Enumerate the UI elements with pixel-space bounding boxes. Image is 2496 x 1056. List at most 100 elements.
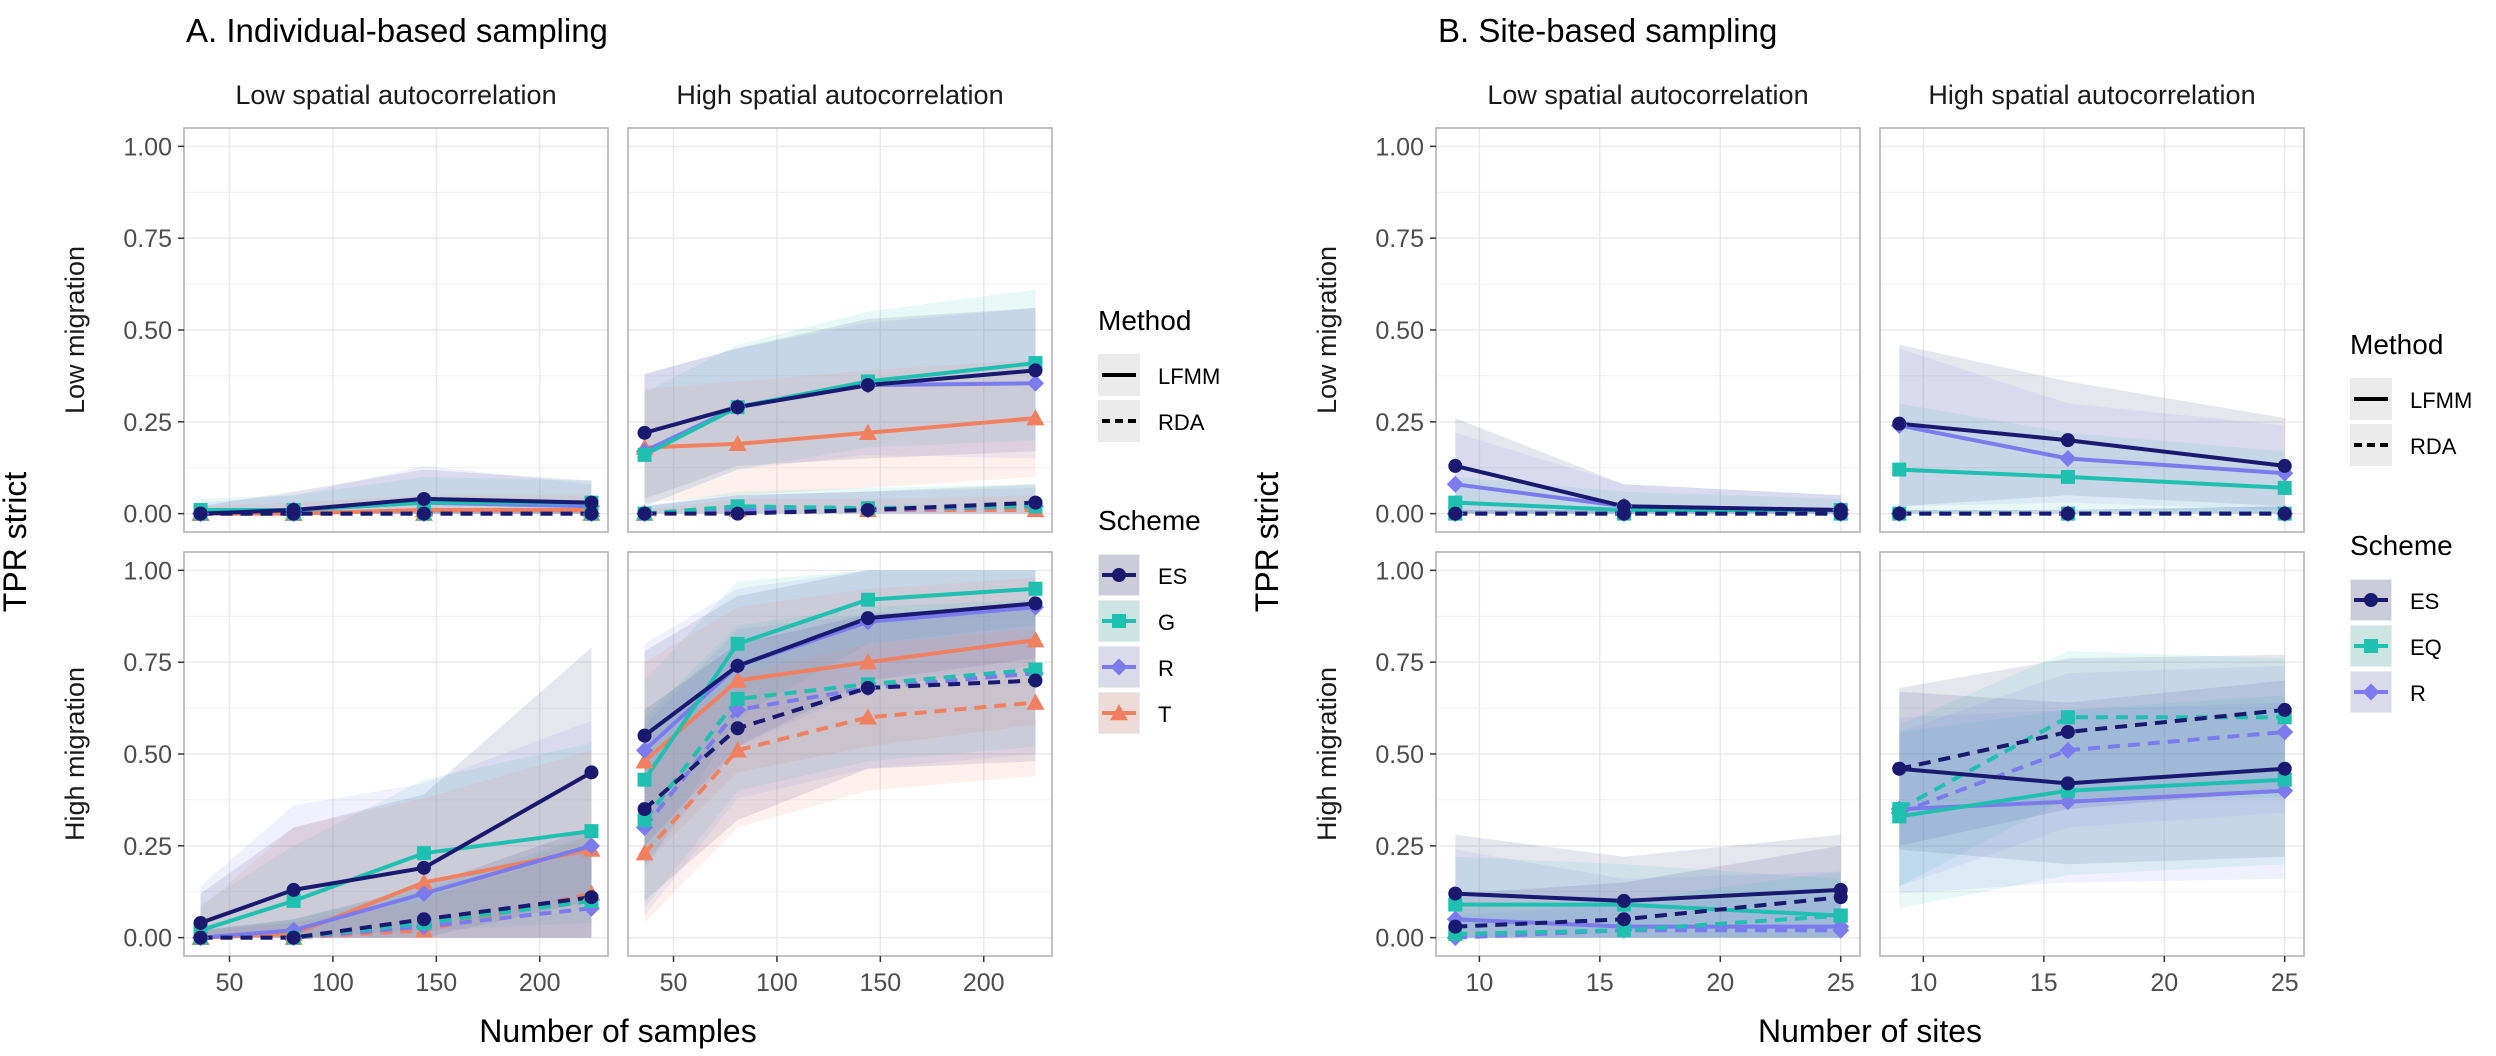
data-point-eq-lfmm bbox=[2060, 469, 2075, 484]
data-point-es-rda bbox=[1028, 495, 1043, 510]
y-tick-label: 0.25 bbox=[1375, 409, 1424, 437]
x-tick-label: 200 bbox=[963, 969, 1005, 997]
y-axis-title: TPR strict bbox=[0, 472, 33, 613]
data-point-es-lfmm bbox=[2277, 458, 2292, 473]
legend-layer: MethodLFMMRDASchemeESGRTMethodLFMMRDASch… bbox=[1098, 305, 2472, 734]
legend-label-scheme: R bbox=[1158, 656, 1174, 681]
legend-key-marker-r bbox=[1110, 658, 1128, 676]
data-point-eq-rda bbox=[1833, 908, 1848, 923]
data-point-es-lfmm bbox=[860, 611, 875, 626]
series-line-r-rda bbox=[642, 671, 1036, 829]
data-point-r-rda bbox=[2276, 723, 2294, 741]
col-strip-label: Low spatial autocorrelation bbox=[235, 80, 556, 110]
data-point-es-lfmm bbox=[860, 378, 875, 393]
data-point-t-rda bbox=[635, 844, 654, 861]
row-strip-label: Low migration bbox=[1312, 246, 1342, 414]
ribbon-r-lfmm bbox=[644, 308, 1036, 507]
legend-key-marker-es bbox=[2364, 593, 2378, 607]
series-line-r-rda bbox=[1898, 730, 2285, 815]
data-point-es-rda bbox=[584, 506, 599, 521]
data-point-es-lfmm bbox=[2060, 433, 2075, 448]
col-strip-label: High spatial autocorrelation bbox=[676, 80, 1003, 110]
ribbon-r-lfmm bbox=[200, 720, 592, 938]
series-line-r-lfmm bbox=[200, 843, 593, 940]
ribbon-eq-lfmm bbox=[1455, 476, 1841, 514]
series-line-g-rda bbox=[642, 667, 1036, 822]
data-point-es-lfmm bbox=[2277, 761, 2292, 776]
row-strip-label: High migration bbox=[1312, 667, 1342, 841]
x-tick-label: 50 bbox=[216, 969, 244, 997]
legend-label-method: LFMM bbox=[1158, 364, 1220, 389]
text-layer: A. Individual-based sampling Low spatial … bbox=[0, 12, 2299, 1049]
y-tick-label: 0.00 bbox=[123, 501, 172, 529]
y-tick-label: 1.00 bbox=[123, 557, 172, 585]
x-tick-label: 10 bbox=[1909, 969, 1937, 997]
data-point-g-lfmm bbox=[584, 824, 599, 839]
data-point-r-rda bbox=[2059, 741, 2077, 759]
data-point-es-lfmm bbox=[193, 915, 208, 930]
x-axis-title: Number of samples bbox=[479, 1013, 756, 1049]
data-point-es-lfmm bbox=[730, 400, 745, 415]
data-point-t-lfmm bbox=[858, 653, 877, 670]
row-strip-label: High migration bbox=[60, 667, 90, 841]
panel-border bbox=[1879, 551, 2305, 957]
col-strip-label: High spatial autocorrelation bbox=[1928, 80, 2255, 110]
data-point-r-lfmm bbox=[1446, 475, 1464, 493]
section-individual-based bbox=[178, 127, 1053, 962]
legend-title-scheme: Scheme bbox=[2350, 530, 2453, 561]
data-point-t-rda bbox=[858, 708, 877, 725]
ribbon-es-rda bbox=[1899, 654, 2285, 846]
ribbon-r-lfmm bbox=[1899, 348, 2285, 510]
x-tick-label: 25 bbox=[1827, 969, 1855, 997]
data-point-es-lfmm bbox=[416, 491, 431, 506]
legend-label-method: RDA bbox=[2410, 434, 2457, 459]
data-point-g-lfmm bbox=[286, 893, 301, 908]
data-point-es-rda bbox=[193, 930, 208, 945]
data-point-r-lfmm bbox=[1026, 374, 1044, 392]
ribbon-eq-lfmm bbox=[1455, 856, 1841, 938]
data-point-es-rda bbox=[2060, 506, 2075, 521]
y-tick-label: 0.00 bbox=[1375, 501, 1424, 529]
legend-label-scheme: ES bbox=[1158, 564, 1187, 589]
y-tick-label: 0.00 bbox=[1375, 925, 1424, 953]
section-title: B. Site-based sampling bbox=[1438, 12, 1777, 49]
panel bbox=[178, 127, 609, 533]
data-point-es-lfmm bbox=[1616, 893, 1631, 908]
legend-key-marker-eq bbox=[2364, 639, 2378, 653]
series-line-es-rda bbox=[643, 678, 1036, 811]
data-point-es-lfmm bbox=[416, 860, 431, 875]
data-point-es-rda bbox=[286, 506, 301, 521]
data-point-r-rda bbox=[1832, 921, 1850, 939]
ribbon-r-rda bbox=[200, 849, 592, 938]
legend-label-scheme: G bbox=[1158, 610, 1175, 635]
data-point-eq-lfmm bbox=[1892, 462, 1907, 477]
data-point-es-rda bbox=[416, 912, 431, 927]
data-point-es-lfmm bbox=[637, 728, 652, 743]
y-tick-label: 0.50 bbox=[123, 741, 172, 769]
series-line-g-lfmm bbox=[642, 586, 1036, 781]
data-point-es-rda bbox=[1892, 761, 1907, 776]
legend-label-method: RDA bbox=[1158, 410, 1205, 435]
data-point-es-rda bbox=[2060, 724, 2075, 739]
y-tick-label: 0.25 bbox=[123, 833, 172, 861]
x-tick-label: 150 bbox=[859, 969, 901, 997]
series-line-es-lfmm bbox=[643, 601, 1036, 738]
data-point-eq-lfmm bbox=[2277, 772, 2292, 787]
y-tick-label: 0.75 bbox=[123, 649, 172, 677]
ribbon-es-rda bbox=[200, 827, 592, 938]
legend-label-scheme: T bbox=[1158, 702, 1171, 727]
data-point-g-rda bbox=[1028, 662, 1043, 677]
legend-title-method: Method bbox=[2350, 329, 2443, 360]
data-point-es-lfmm bbox=[584, 495, 599, 510]
panel bbox=[178, 551, 609, 962]
panel bbox=[627, 127, 1053, 533]
x-tick-label: 150 bbox=[415, 969, 457, 997]
data-point-r-lfmm bbox=[636, 741, 654, 759]
data-point-t-lfmm bbox=[635, 752, 654, 769]
data-point-g-lfmm bbox=[637, 447, 652, 462]
ribbon-es-lfmm bbox=[1899, 680, 2285, 865]
panel-border bbox=[627, 127, 1053, 533]
data-point-eq-lfmm bbox=[1448, 897, 1463, 912]
legend-label-scheme: ES bbox=[2410, 589, 2439, 614]
data-point-r-lfmm bbox=[415, 885, 433, 903]
